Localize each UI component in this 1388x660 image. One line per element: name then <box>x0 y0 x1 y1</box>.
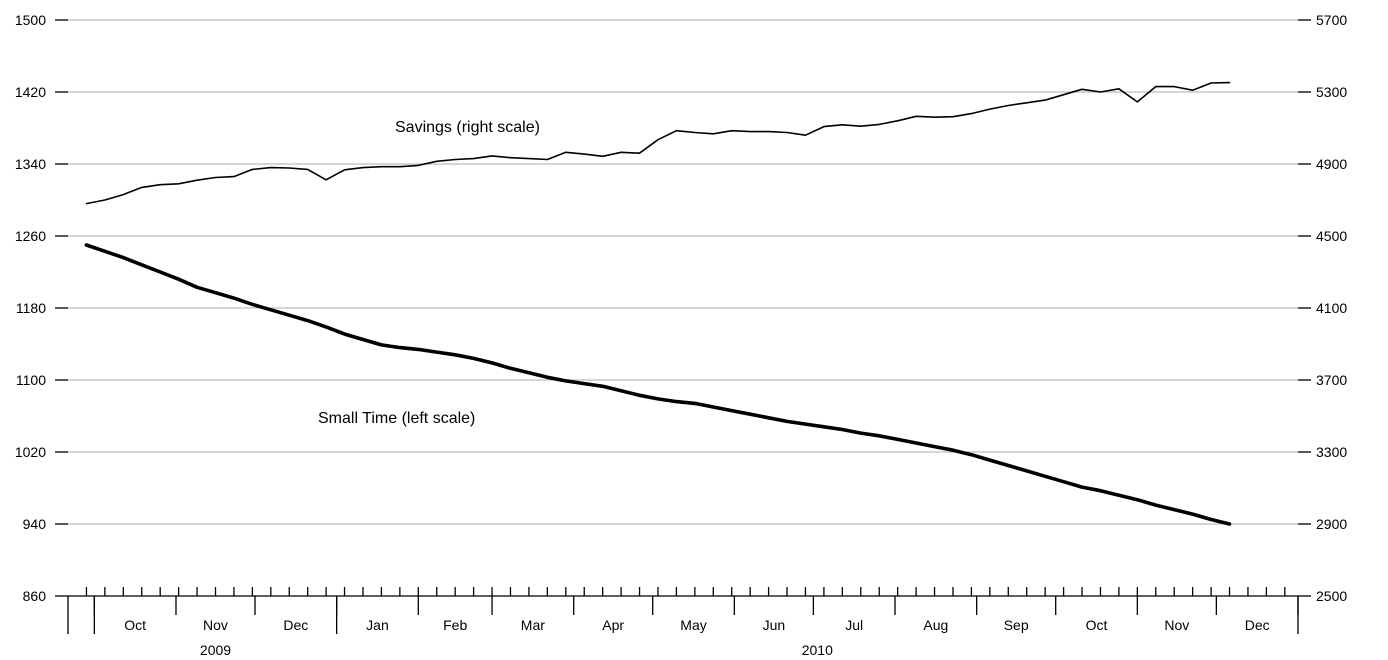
x-axis-month-label: Mar <box>521 617 545 633</box>
small-time-series-label: Small Time (left scale) <box>318 410 475 427</box>
left-axis-tick-label: 1100 <box>16 372 46 388</box>
right-axis-tick-label: 5700 <box>1316 12 1347 28</box>
right-axis-tick-label: 3700 <box>1316 372 1347 388</box>
x-axis-month-label: Sep <box>1004 617 1029 633</box>
left-axis-tick-label: 1420 <box>15 84 46 100</box>
series-lines <box>84 81 1232 526</box>
x-axis-month-label: Nov <box>203 617 228 633</box>
x-axis-month-label: Nov <box>1164 617 1189 633</box>
x-axis-month-label: Feb <box>443 617 467 633</box>
right-axis-tick-label: 4100 <box>1316 300 1347 316</box>
left-axis-tick-label: 860 <box>23 588 47 604</box>
x-axis-month-label: Dec <box>1245 617 1270 633</box>
left-axis-tick-label: 1020 <box>15 444 46 460</box>
x-axis-month-label: Jun <box>763 617 786 633</box>
left-axis-tick-label: 1180 <box>16 300 46 316</box>
x-axis-year-label: 2010 <box>802 642 833 658</box>
right-axis-tick-label: 2900 <box>1316 516 1347 532</box>
x-axis-month-label: Dec <box>283 617 308 633</box>
right-axis-tick-label: 4900 <box>1316 156 1347 172</box>
x-axis-month-label: Aug <box>923 617 948 633</box>
gridlines <box>68 19 1298 525</box>
x-axis-month-label: Oct <box>124 617 146 633</box>
right-axis-tick-label: 4500 <box>1316 228 1347 244</box>
right-axis-tick-label: 3300 <box>1316 444 1347 460</box>
savings-series-label: Savings (right scale) <box>395 119 540 136</box>
right-axis-tick-label: 5300 <box>1316 84 1347 100</box>
left-axis-tick-label: 1500 <box>15 12 46 28</box>
x-axis-month-label: Oct <box>1086 617 1108 633</box>
left-axis-tick-label: 940 <box>23 516 47 532</box>
x-axis-year-label: 2009 <box>200 642 231 658</box>
labels: 860 940 1020 1100 1180 1260 1340 1420 1500 2500 29… <box>15 12 1348 658</box>
x-axis-month-label: Jan <box>366 617 389 633</box>
right-axis-tick-label: 2500 <box>1316 588 1347 604</box>
small-time-series-line <box>84 243 1232 526</box>
left-axis-tick-label: 1260 <box>15 228 46 244</box>
x-axis-month-label: May <box>680 617 706 633</box>
axes <box>55 19 1311 634</box>
x-axis-month-label: Apr <box>602 617 624 633</box>
x-axis-month-label: Jul <box>845 617 863 633</box>
left-axis-tick-label: 1340 <box>15 156 46 172</box>
savings-series-line <box>85 81 1231 205</box>
